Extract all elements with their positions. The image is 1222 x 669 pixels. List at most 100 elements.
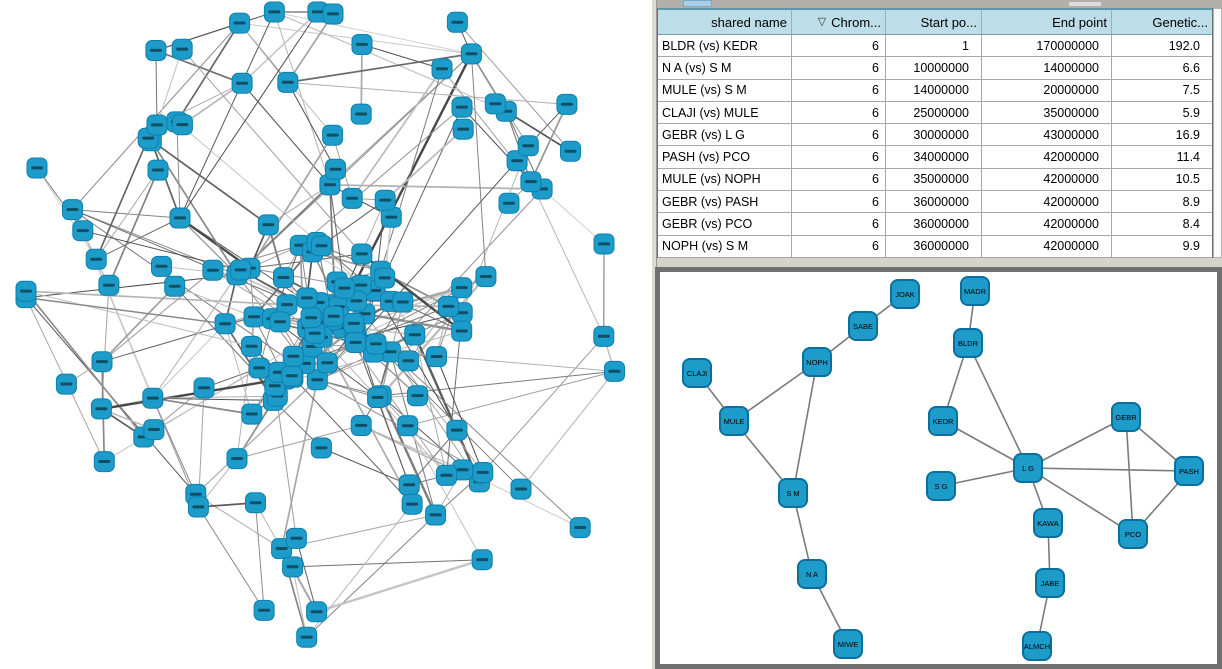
node-PASH[interactable]: PASH [1174,456,1204,486]
node-label-smudge [598,242,610,246]
network-edge [95,169,159,260]
node-GEBR[interactable]: GEBR [1111,402,1141,432]
filter-icon[interactable]: ▽ [817,15,827,28]
network-edge [354,337,410,486]
node-label-smudge [300,635,313,639]
column-header-genetic[interactable]: Genetic... [1112,10,1212,34]
node-label-smudge [396,300,409,304]
node-NOPH[interactable]: NOPH [802,347,832,377]
table-row[interactable]: PASH (vs) PCO 6 34000000 42000000 11.4 [658,146,1212,169]
column-header-shared-name[interactable]: shared name [658,10,792,34]
node-label-smudge [245,412,258,416]
network-edge [236,274,309,329]
node-label-smudge [290,536,303,540]
table-row[interactable]: BLDR (vs) KEDR 6 1 170000000 192.0 [658,35,1212,58]
network-edge [236,425,362,460]
cell-end-point: 42000000 [982,191,1112,213]
detail-canvas[interactable]: JOAK MADR SABE BLDR NOPH CLAJI MULE KEDR GEBR L G… [660,272,1217,664]
node-label-smudge [350,299,363,303]
cell-genetic: 9.9 [1182,239,1200,254]
node-label-smudge [403,483,416,487]
table-row[interactable]: MULE (vs) NOPH 6 35000000 42000000 10.5 [658,168,1212,192]
node-label-smudge [476,470,489,474]
node-BLDR[interactable]: BLDR [953,328,983,358]
network-edge [25,297,226,325]
network-edge [179,217,238,276]
network-edge [101,269,214,363]
node-MIWE[interactable]: MIWE [833,629,863,659]
node-label: MULE [723,416,745,426]
node-KAWA[interactable]: KAWA [1033,508,1063,538]
table-row[interactable]: N A (vs) S M 6 10000000 14000000 6.6 [658,57,1212,80]
cell-end-point: 170000000 [982,35,1112,57]
node-label-smudge [597,334,610,338]
network-edge [299,106,463,246]
node-label-smudge [355,283,368,287]
network-edge [530,181,605,337]
network-edge [147,137,269,226]
node-JABE[interactable]: JABE [1035,568,1065,598]
node-label-smudge [465,52,478,56]
node-label-smudge [456,311,469,315]
column-header-end-point[interactable]: End point [982,10,1112,34]
node-CLAJI[interactable]: CLAJI [682,358,712,388]
network-edge [155,49,243,85]
node-label: L G [1022,463,1034,473]
node-label-smudge [564,149,577,153]
network-edge [1027,467,1134,535]
node-label-smudge [457,127,470,131]
table-row[interactable]: CLAJI (vs) MULE 6 25000000 35000000 5.9 [658,101,1212,125]
cell-chromosome: 6 [792,213,886,235]
node-label-smudge [323,183,336,187]
node-ALMCH[interactable]: ALMCH [1022,631,1052,661]
node-JOAK[interactable]: JOAK [890,279,920,309]
column-header-start-point[interactable]: Start po... [886,10,982,34]
node-label-smudge [287,354,300,358]
node-label-smudge [234,268,247,272]
table-row[interactable]: NOPH (vs) S M 6 36000000 42000000 9.9 [658,235,1212,258]
network-edge [25,290,145,438]
table-row[interactable]: GEBR (vs) PCO 6 36000000 42000000 8.4 [658,213,1212,236]
node-label-smudge [90,257,103,261]
node-label-smudge [429,513,442,517]
node-label-smudge [98,460,111,463]
cell-end-point: 20000000 [982,79,1112,101]
network-edge [95,217,181,260]
node-label: JABE [1040,578,1060,588]
table-row[interactable]: GEBR (vs) PASH 6 36000000 42000000 8.9 [658,191,1212,214]
node-SABE[interactable]: SABE [848,311,878,341]
node-KEDR[interactable]: KEDR [928,406,958,436]
node-MADR[interactable]: MADR [960,276,990,306]
node-NA[interactable]: N A [797,559,827,589]
network-edge [316,558,483,613]
network-edge [413,334,481,483]
network-edge [355,160,518,343]
overview-network-canvas[interactable] [0,0,652,669]
cell-genetic: 192.0 [1168,38,1200,53]
network-edge [364,312,462,333]
network-edge [414,334,447,476]
network-edge [152,395,278,399]
node-label-smudge [326,133,339,137]
table-row[interactable]: GEBR (vs) L G 6 30000000 43000000 16.9 [658,124,1212,147]
node-PCO[interactable]: PCO [1118,519,1148,549]
node-SG[interactable]: S G [926,471,956,501]
right-column: shared name ▽ Chrom... Start po... End point… [655,0,1222,669]
cell-end-point: 42000000 [982,168,1112,191]
scrollbar-segment[interactable] [1068,1,1102,7]
scrollbar-thumb[interactable] [683,0,712,7]
node-LG[interactable]: L G [1013,453,1043,483]
network-edge [101,285,176,363]
node-MULE[interactable]: MULE [719,406,749,436]
column-header-label: Start po... [920,14,977,30]
node-SM[interactable]: S M [778,478,808,508]
column-header-chromosome[interactable]: ▽ Chrom... [792,10,886,34]
node-label-smudge [192,505,205,509]
node-label-smudge [346,196,359,200]
node-label-smudge [347,321,360,325]
table-vertical-scrollbar[interactable] [1213,8,1222,258]
network-edge [176,22,241,123]
table-row[interactable]: MULE (vs) S M 6 14000000 20000000 7.5 [658,79,1212,102]
node-label: KEDR [932,416,954,426]
node-label-smudge [258,608,271,612]
